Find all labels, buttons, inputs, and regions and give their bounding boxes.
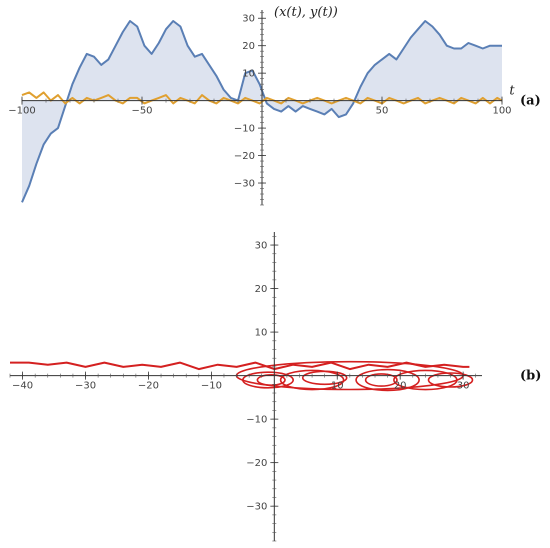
x-tick-label: 100 xyxy=(492,106,511,117)
y-tick-label: 10 xyxy=(242,69,255,80)
x-tick-label: 20 xyxy=(394,381,407,392)
y-axis-label: (x(t), y(t)) xyxy=(274,5,338,20)
orbit-loop-4 xyxy=(301,370,348,386)
x-tick-label: −10 xyxy=(201,381,222,392)
panel-b: −40 −30 −20 −10 10 20 30 −30 −20 −10 10 20 30 (b) xyxy=(9,232,541,542)
x-tick-label: −30 xyxy=(75,381,96,392)
panel-label-b: (b) xyxy=(520,369,541,384)
orbit-loop-5 xyxy=(355,368,420,392)
x-tick-label: 10 xyxy=(331,381,344,392)
y-tick-label: −20 xyxy=(246,458,267,469)
y-tick-label: 30 xyxy=(255,241,268,252)
y-tick-label: 20 xyxy=(242,41,255,52)
orbit-loop-6 xyxy=(364,373,398,387)
x-tick-label: −20 xyxy=(138,381,159,392)
y-tick-label: −10 xyxy=(234,124,255,135)
y-tick-label: 10 xyxy=(255,328,268,339)
x-tick-label: 50 xyxy=(376,106,389,117)
y-tick-label: −20 xyxy=(234,151,255,162)
orbit-loop-8 xyxy=(427,372,474,388)
panel-a: −100 −50 50 100 −30 −20 −10 10 20 30 t (x(t), y(t))… xyxy=(8,5,541,206)
y-tick-label: −30 xyxy=(234,179,255,190)
x-tick-label: −100 xyxy=(8,106,35,117)
x-tick-label: 30 xyxy=(457,381,470,392)
x-axis-label: t xyxy=(509,84,515,99)
y-tick-label: −10 xyxy=(246,415,267,426)
y-tick-label: −30 xyxy=(246,502,267,513)
x-tick-label: −40 xyxy=(12,381,33,392)
orbit-loop-3 xyxy=(279,369,345,391)
y-tick-label: 30 xyxy=(242,14,255,25)
x-tick-label: −50 xyxy=(131,106,152,117)
y-tick-label: 20 xyxy=(255,284,268,295)
panel-label-a: (a) xyxy=(520,94,541,109)
series-1-area xyxy=(22,21,502,203)
series-1-line xyxy=(21,20,502,203)
